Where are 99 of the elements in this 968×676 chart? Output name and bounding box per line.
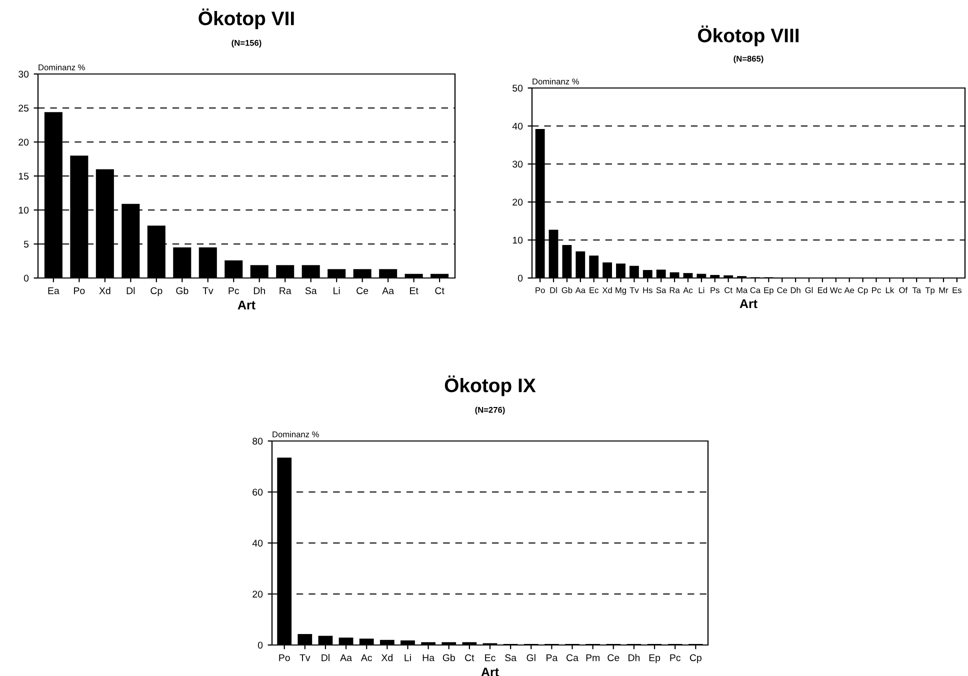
x-tick-label: Tv	[202, 287, 214, 294]
x-tick-label: Aa	[382, 287, 394, 294]
x-tick-label: Xd	[602, 287, 612, 294]
y-tick-label: 30	[18, 70, 29, 78]
chart-subtitle: (N=276)	[475, 406, 505, 414]
x-tick-label: Pc	[872, 287, 881, 294]
x-tick-label: Hs	[643, 287, 652, 294]
x-tick-label: Pc	[670, 654, 681, 662]
x-tick-label: Mr	[939, 287, 948, 294]
x-tick-label: Cp	[858, 287, 868, 295]
x-tick-label: Po	[279, 654, 290, 662]
x-tick-label: Gl	[805, 287, 813, 294]
y-tick-label: 80	[252, 438, 263, 445]
x-tick-label: Et	[410, 287, 418, 294]
y-axis-title: Dominanz %	[532, 78, 579, 84]
x-tick-label: Ae	[844, 287, 854, 294]
y-tick-label: 40	[252, 540, 263, 547]
y-tick-label: 30	[512, 160, 523, 168]
x-tick-label: Ca	[750, 287, 761, 294]
x-tick-label: Pm	[586, 654, 600, 662]
x-tick-label: Ac	[683, 287, 693, 294]
x-tick-label: Dl	[126, 287, 135, 294]
chart-subtitle: (N=865)	[734, 56, 764, 64]
y-axis-title: Dominanz %	[38, 64, 85, 70]
y-tick-label: 15	[18, 172, 29, 180]
x-tick-label: Ac	[360, 654, 372, 662]
x-tick-label: Ha	[422, 654, 435, 662]
x-tick-label: Sa	[305, 287, 317, 294]
y-tick-label: 40	[512, 122, 523, 130]
x-tick-label: Tv	[630, 287, 639, 294]
x-tick-label: Xd	[381, 654, 392, 662]
x-tick-label: Dl	[550, 287, 557, 294]
x-tick-label: Ce	[356, 287, 368, 294]
x-tick-label: Ce	[777, 287, 788, 294]
x-tick-label: Aa	[575, 287, 586, 294]
y-tick-label: 5	[24, 240, 29, 248]
x-tick-label: Li	[698, 287, 704, 294]
x-tick-label: Cp	[150, 287, 162, 296]
x-tick-label: Ed	[818, 287, 828, 294]
x-tick-label: Gb	[562, 287, 572, 294]
x-tick-label: Ce	[608, 654, 620, 662]
x-tick-label: Of	[899, 287, 908, 294]
x-tick-label: Ep	[649, 654, 660, 664]
y-tick-label: 20	[252, 590, 263, 598]
y-tick-label: 0	[258, 642, 263, 649]
x-tick-label: Dh	[628, 654, 640, 662]
x-tick-label: Po	[74, 287, 85, 294]
y-tick-label: 10	[18, 206, 29, 214]
x-axis-title: Art	[238, 300, 256, 310]
y-axis-title: Dominanz %	[272, 431, 319, 438]
x-tick-label: Ps	[710, 287, 720, 294]
x-tick-label: Ta	[912, 287, 921, 294]
x-tick-label: Ra	[280, 287, 292, 294]
x-tick-label: Lk	[886, 287, 894, 294]
x-tick-label: Sa	[656, 287, 666, 294]
x-tick-label: Tp	[925, 287, 935, 295]
chart-title: Ökotop IX	[444, 375, 536, 396]
x-tick-label: Dl	[322, 654, 330, 662]
chart-title: Ökotop VIII	[698, 26, 799, 46]
x-axis-title: Art	[740, 299, 758, 308]
x-tick-label: Xd	[99, 287, 110, 294]
y-tick-label: 0	[24, 274, 29, 282]
x-tick-label: Ct	[724, 287, 732, 294]
x-tick-label: Li	[334, 287, 340, 294]
x-tick-label: Ea	[48, 287, 60, 294]
x-tick-label: Pa	[546, 654, 558, 662]
x-tick-label: Ec	[590, 287, 598, 294]
x-tick-label: Gb	[176, 287, 188, 294]
x-tick-label: Aa	[340, 654, 352, 662]
chart-title: Ökotop VII	[198, 8, 294, 30]
y-tick-label: 10	[512, 236, 523, 244]
x-tick-label: Es	[952, 287, 962, 294]
x-tick-label: Ct	[435, 287, 444, 294]
y-tick-label: 25	[18, 104, 29, 112]
x-tick-label: Gb	[442, 654, 455, 662]
x-tick-label: Cp	[690, 654, 702, 664]
x-tick-label: Sa	[505, 654, 517, 662]
x-axis-title: Art	[481, 668, 499, 676]
x-tick-label: Tv	[300, 654, 310, 662]
x-tick-label: Ma	[736, 287, 748, 294]
x-tick-label: Ca	[566, 654, 578, 662]
y-tick-label: 0	[518, 274, 523, 282]
x-tick-label: Dh	[254, 287, 265, 294]
x-tick-label: Li	[404, 654, 411, 662]
x-tick-label: Ec	[485, 654, 496, 662]
x-tick-label: Gl	[526, 654, 536, 662]
x-tick-label: Ct	[465, 654, 474, 662]
y-tick-label: 60	[252, 488, 263, 496]
x-tick-label: Ep	[764, 287, 774, 295]
x-tick-label: Pc	[228, 287, 240, 294]
x-tick-label: Wc	[830, 287, 842, 294]
x-tick-label: Mg	[616, 287, 626, 295]
x-tick-label: Dh	[790, 287, 800, 294]
x-tick-label: Po	[536, 287, 545, 294]
y-tick-label: 50	[512, 84, 523, 92]
y-tick-label: 20	[512, 198, 523, 206]
x-tick-label: Ra	[670, 287, 680, 294]
chart-subtitle: (N=156)	[232, 40, 262, 48]
y-tick-label: 20	[18, 138, 29, 146]
